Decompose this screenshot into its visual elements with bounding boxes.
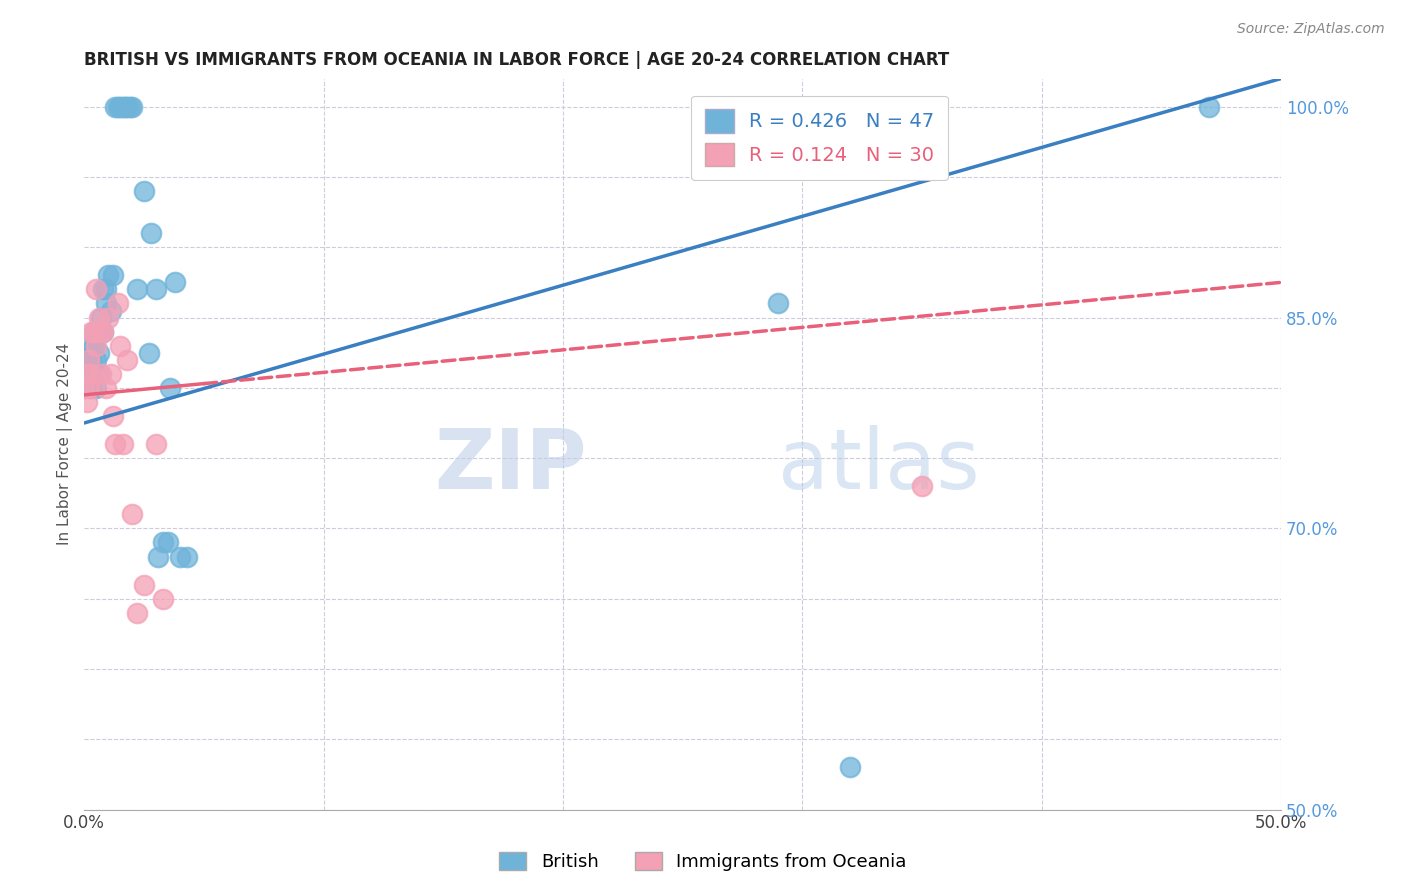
Point: [94, 296, 117, 310]
Point: [169, 549, 191, 564]
Point: [77, 339, 100, 353]
Point: [101, 268, 124, 283]
Point: [84, 381, 107, 395]
Point: [76, 367, 98, 381]
Point: [77, 345, 100, 359]
Point: [84, 352, 107, 367]
Point: [141, 226, 163, 240]
Point: [90, 367, 112, 381]
Point: [101, 409, 124, 423]
Point: [84, 282, 107, 296]
Point: [104, 100, 127, 114]
Legend: British, Immigrants from Oceania: British, Immigrants from Oceania: [492, 845, 914, 879]
Point: [107, 296, 129, 310]
Point: [911, 479, 934, 493]
Point: [83, 325, 105, 339]
Point: [80, 352, 103, 367]
Point: [94, 282, 117, 296]
Point: [134, 577, 156, 591]
Legend: R = 0.426   N = 47, R = 0.124   N = 30: R = 0.426 N = 47, R = 0.124 N = 30: [692, 95, 948, 180]
Point: [145, 437, 167, 451]
Point: [138, 345, 160, 359]
Point: [77, 359, 100, 374]
Point: [125, 606, 148, 620]
Point: [80, 325, 103, 339]
Point: [134, 184, 156, 198]
Point: [839, 760, 862, 774]
Text: atlas: atlas: [779, 425, 980, 507]
Point: [76, 367, 98, 381]
Point: [93, 325, 115, 339]
Text: ZIP: ZIP: [434, 425, 586, 507]
Point: [73, 381, 96, 395]
Point: [1198, 100, 1220, 114]
Point: [108, 100, 131, 114]
Point: [90, 325, 112, 339]
Point: [121, 100, 143, 114]
Point: [97, 310, 120, 325]
Point: [121, 508, 143, 522]
Point: [87, 367, 110, 381]
Text: BRITISH VS IMMIGRANTS FROM OCEANIA IN LABOR FORCE | AGE 20-24 CORRELATION CHART: BRITISH VS IMMIGRANTS FROM OCEANIA IN LA…: [84, 51, 949, 69]
Point: [176, 549, 198, 564]
Point: [114, 100, 136, 114]
Point: [107, 100, 129, 114]
Point: [117, 100, 139, 114]
Point: [111, 100, 134, 114]
Point: [90, 310, 112, 325]
Point: [77, 352, 100, 367]
Point: [165, 276, 187, 290]
Y-axis label: In Labor Force | Age 20-24: In Labor Force | Age 20-24: [58, 343, 73, 545]
Point: [159, 381, 181, 395]
Point: [76, 352, 98, 367]
Point: [111, 437, 134, 451]
Point: [76, 395, 98, 409]
Point: [93, 282, 115, 296]
Point: [157, 535, 180, 549]
Point: [80, 381, 103, 395]
Point: [83, 339, 105, 353]
Point: [94, 381, 117, 395]
Point: [125, 282, 148, 296]
Point: [148, 549, 170, 564]
Point: [768, 296, 790, 310]
Point: [90, 325, 112, 339]
Point: [117, 352, 139, 367]
Point: [104, 437, 127, 451]
Text: Source: ZipAtlas.com: Source: ZipAtlas.com: [1237, 22, 1385, 37]
Point: [87, 310, 110, 325]
Point: [80, 367, 103, 381]
Point: [87, 345, 110, 359]
Point: [93, 325, 115, 339]
Point: [100, 367, 122, 381]
Point: [1031, 830, 1053, 845]
Point: [108, 339, 131, 353]
Point: [152, 591, 174, 606]
Point: [100, 303, 122, 318]
Point: [80, 367, 103, 381]
Point: [152, 535, 174, 549]
Point: [118, 100, 141, 114]
Point: [97, 268, 120, 283]
Point: [83, 325, 105, 339]
Point: [73, 381, 96, 395]
Point: [77, 381, 100, 395]
Point: [84, 339, 107, 353]
Point: [145, 282, 167, 296]
